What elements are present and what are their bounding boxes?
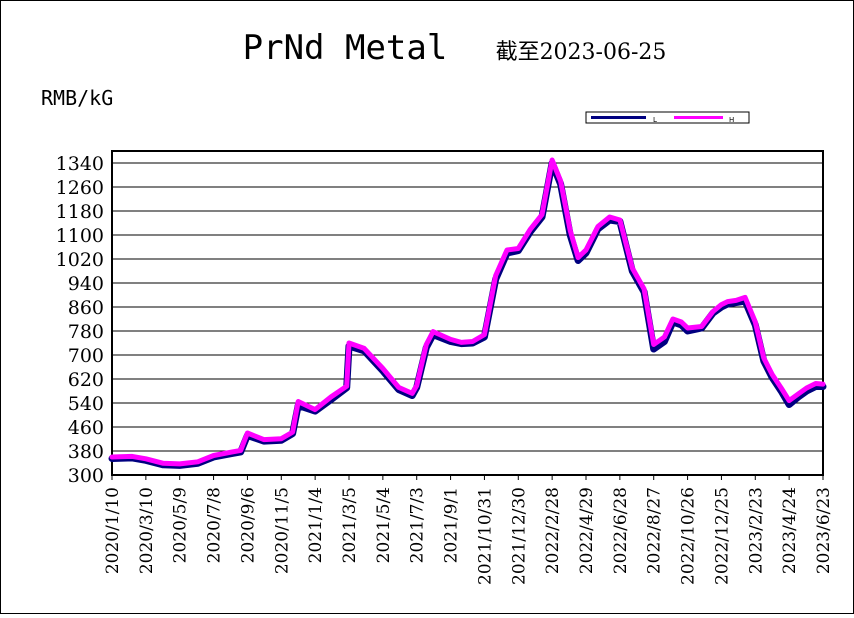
y-axis-ticks: 3003804605406207007808609401020110011801… <box>56 153 104 487</box>
y-tick-label: 1100 <box>56 225 104 247</box>
chart-title: PrNd Metal <box>243 28 448 68</box>
x-tick-label: 2021/12/30 <box>509 487 529 585</box>
x-tick-label: 2023/2/23 <box>746 487 766 574</box>
series-group <box>108 157 827 469</box>
x-tick-label: 2020/1/10 <box>103 487 123 574</box>
x-tick-label: 2021/9/1 <box>442 487 462 563</box>
y-tick-label: 860 <box>68 297 104 319</box>
y-tick-label: 540 <box>68 393 104 415</box>
y-tick-label: 1180 <box>56 201 104 223</box>
x-tick-label: 2021/3/5 <box>340 487 360 563</box>
y-tick-label: 460 <box>68 417 104 439</box>
x-tick-label: 2020/7/8 <box>205 487 225 563</box>
x-tick-label: 2022/2/28 <box>543 487 563 574</box>
x-tick-label: 2021/1/4 <box>306 487 326 563</box>
y-tick-label: 700 <box>68 345 104 367</box>
x-axis-ticks: 2020/1/10 2020/3/10 2020/5/9 2020/7/8 2020/9… <box>103 475 834 585</box>
y-tick-label: 1340 <box>56 153 104 175</box>
y-tick-label: 300 <box>68 465 104 487</box>
legend-box <box>585 111 750 124</box>
legend-label-l: L <box>653 116 657 124</box>
chart-subtitle: 截至2023-06-25 <box>496 40 667 65</box>
y-tick-label: 1020 <box>56 249 104 271</box>
x-tick-label: 2020/5/9 <box>171 487 191 563</box>
x-tick-label: 2020/9/6 <box>238 487 258 563</box>
x-tick-label: 2021/7/3 <box>408 487 428 563</box>
plot-area <box>111 150 824 476</box>
x-tick-label: 2022/10/26 <box>679 487 699 585</box>
x-tick-label: 2022/6/28 <box>611 487 631 574</box>
gridlines <box>112 162 823 452</box>
x-tick-label: 2023/4/24 <box>780 487 800 574</box>
x-tick-label: 2022/8/27 <box>645 487 665 574</box>
x-tick-label: 2020/11/5 <box>272 487 292 574</box>
y-tick-label: 380 <box>68 441 104 463</box>
y-tick-label: 620 <box>68 369 104 391</box>
x-tick-label: 2021/10/31 <box>475 487 495 585</box>
y-axis-unit-label: RMB/kG <box>41 86 113 110</box>
y-tick-label: 1260 <box>56 177 104 199</box>
y-tick-label: 780 <box>68 321 104 343</box>
y-tick-label: 940 <box>68 273 104 295</box>
x-tick-label: 2022/4/29 <box>577 487 597 574</box>
legend-label-h: H <box>729 116 734 124</box>
x-tick-label: 2023/6/23 <box>814 487 834 574</box>
x-tick-label: 2020/3/10 <box>137 487 157 574</box>
series-line-h <box>109 157 826 467</box>
legend: L H <box>585 111 750 124</box>
x-tick-label: 2022/12/25 <box>712 487 732 585</box>
x-tick-label: 2021/5/4 <box>374 487 394 563</box>
